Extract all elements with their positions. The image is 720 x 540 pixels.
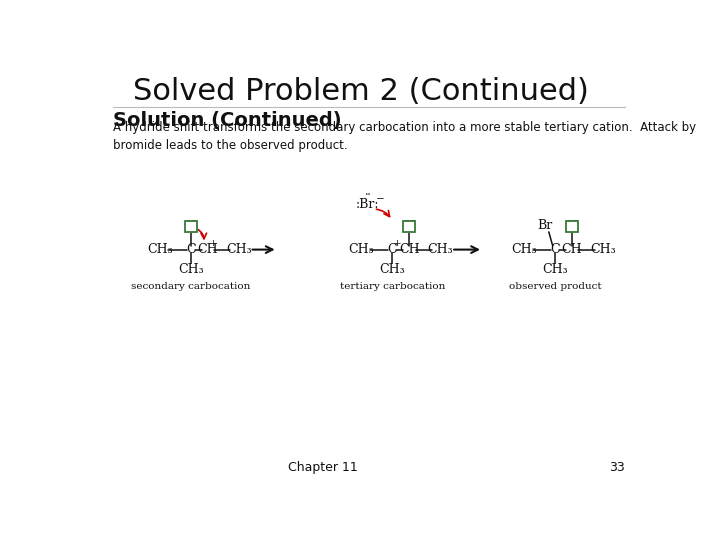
Text: CH₃: CH₃ <box>428 243 453 256</box>
FancyBboxPatch shape <box>403 221 415 232</box>
FancyBboxPatch shape <box>566 221 578 232</box>
Text: H: H <box>404 220 415 233</box>
Text: CH: CH <box>197 243 218 256</box>
Text: :Br:: :Br: <box>356 198 379 212</box>
Text: CH₃: CH₃ <box>147 243 173 256</box>
FancyBboxPatch shape <box>185 221 197 232</box>
Text: Solution (Continued): Solution (Continued) <box>113 111 342 130</box>
Text: C: C <box>387 243 397 256</box>
Text: H: H <box>567 220 577 233</box>
Text: CH₃: CH₃ <box>226 243 251 256</box>
Text: Chapter 11: Chapter 11 <box>287 461 357 474</box>
Text: secondary carbocation: secondary carbocation <box>131 282 251 291</box>
Text: H: H <box>185 220 197 233</box>
Text: Br: Br <box>537 219 552 232</box>
Text: ¨: ¨ <box>365 194 372 207</box>
Text: CH₃: CH₃ <box>511 243 537 256</box>
Text: A hydride shift transforms the secondary carbocation into a more stable tertiary: A hydride shift transforms the secondary… <box>113 121 696 152</box>
Text: CH₃: CH₃ <box>379 263 405 276</box>
Text: CH: CH <box>562 243 582 256</box>
Text: 33: 33 <box>609 461 625 474</box>
Text: C: C <box>186 243 196 256</box>
Text: CH₃: CH₃ <box>542 263 568 276</box>
Text: CH: CH <box>399 243 420 256</box>
Text: −: − <box>375 195 384 204</box>
Text: tertiary carbocation: tertiary carbocation <box>340 282 445 291</box>
Text: C: C <box>550 243 560 256</box>
Text: Solved Problem 2 (Continued): Solved Problem 2 (Continued) <box>132 77 588 106</box>
Text: +: + <box>392 239 401 248</box>
Text: CH₃: CH₃ <box>348 243 374 256</box>
Text: CH₃: CH₃ <box>590 243 616 256</box>
Text: observed product: observed product <box>509 282 601 291</box>
Text: CH₃: CH₃ <box>178 263 204 276</box>
Text: +: + <box>209 239 217 248</box>
